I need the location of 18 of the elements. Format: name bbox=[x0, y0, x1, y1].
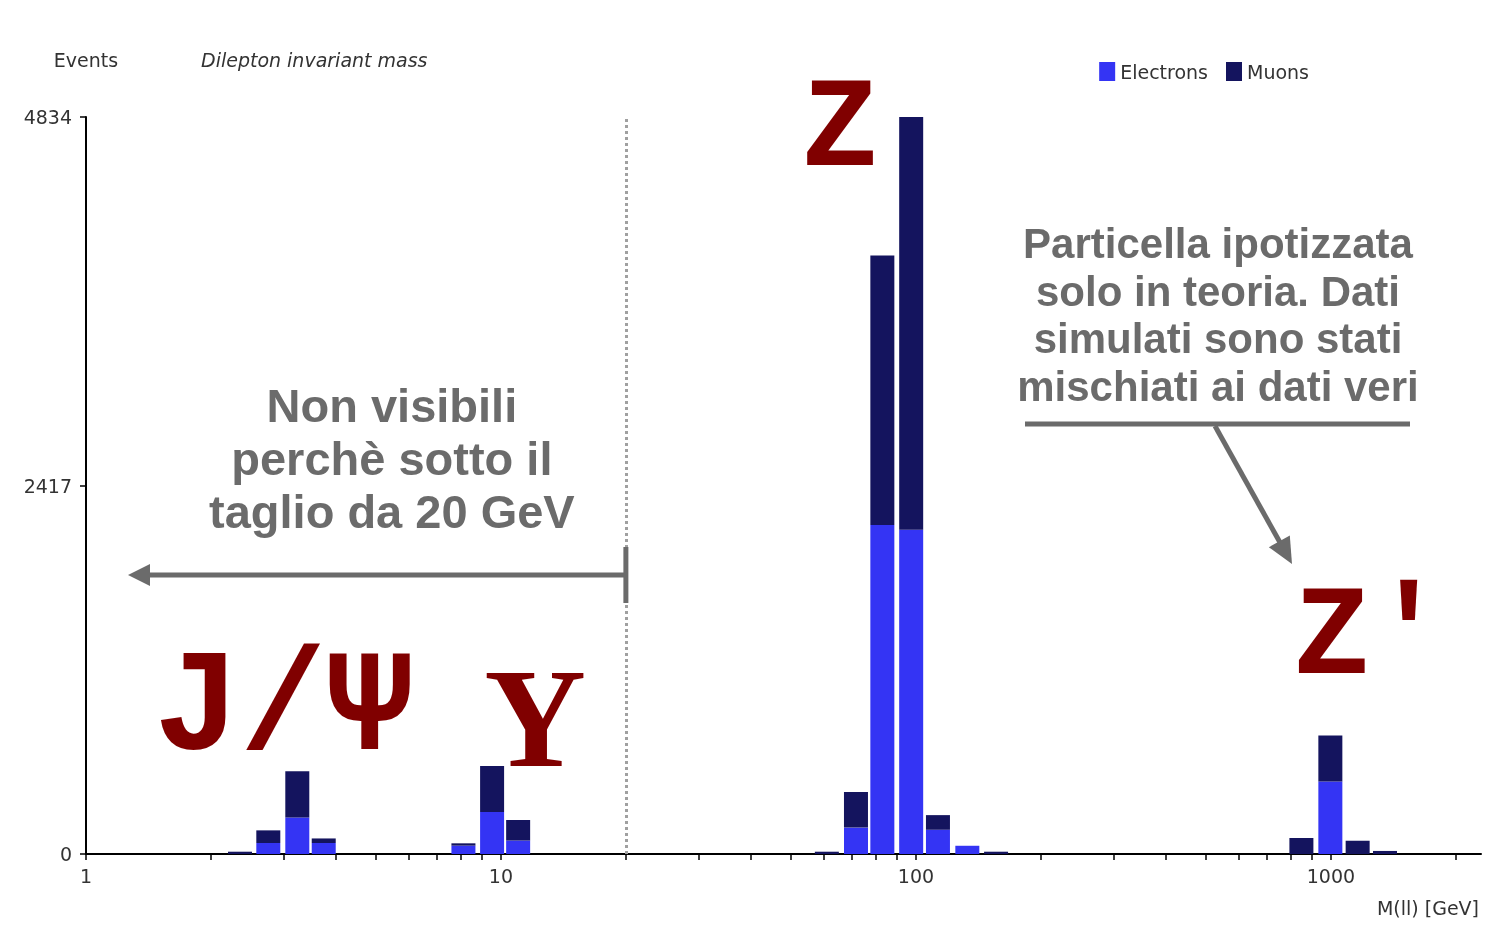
x-axis-title: M(ll) [GeV] bbox=[1376, 896, 1479, 919]
x-tick-label: 100 bbox=[897, 864, 935, 887]
y-tick-label: 0 bbox=[59, 843, 72, 865]
legend-label: Electrons bbox=[1120, 60, 1209, 83]
annotation: Particella ipotizzata solo in teoria. Dati simulati sono stati mischiati ai dati veri bbox=[1017, 220, 1419, 410]
x-tick-label: 1000 bbox=[1306, 864, 1356, 887]
legend-label: Muons bbox=[1247, 60, 1310, 83]
annotation: Υ bbox=[484, 639, 587, 796]
chart-title: Dilepton invariant mass bbox=[201, 48, 428, 71]
y-axis-title: Events bbox=[53, 48, 119, 71]
annotation: Z bbox=[801, 57, 879, 203]
y-tick-label: 4834 bbox=[23, 106, 72, 128]
y-tick-label: 2417 bbox=[23, 474, 72, 497]
x-tick-label: 10 bbox=[488, 864, 514, 887]
annotation: J/Ψ bbox=[153, 629, 413, 793]
annotation: Non visibili perchè sotto il taglio da 20 GeV bbox=[209, 378, 575, 538]
x-tick-label: 1 bbox=[79, 864, 93, 887]
annotation: Z' bbox=[1293, 566, 1448, 712]
